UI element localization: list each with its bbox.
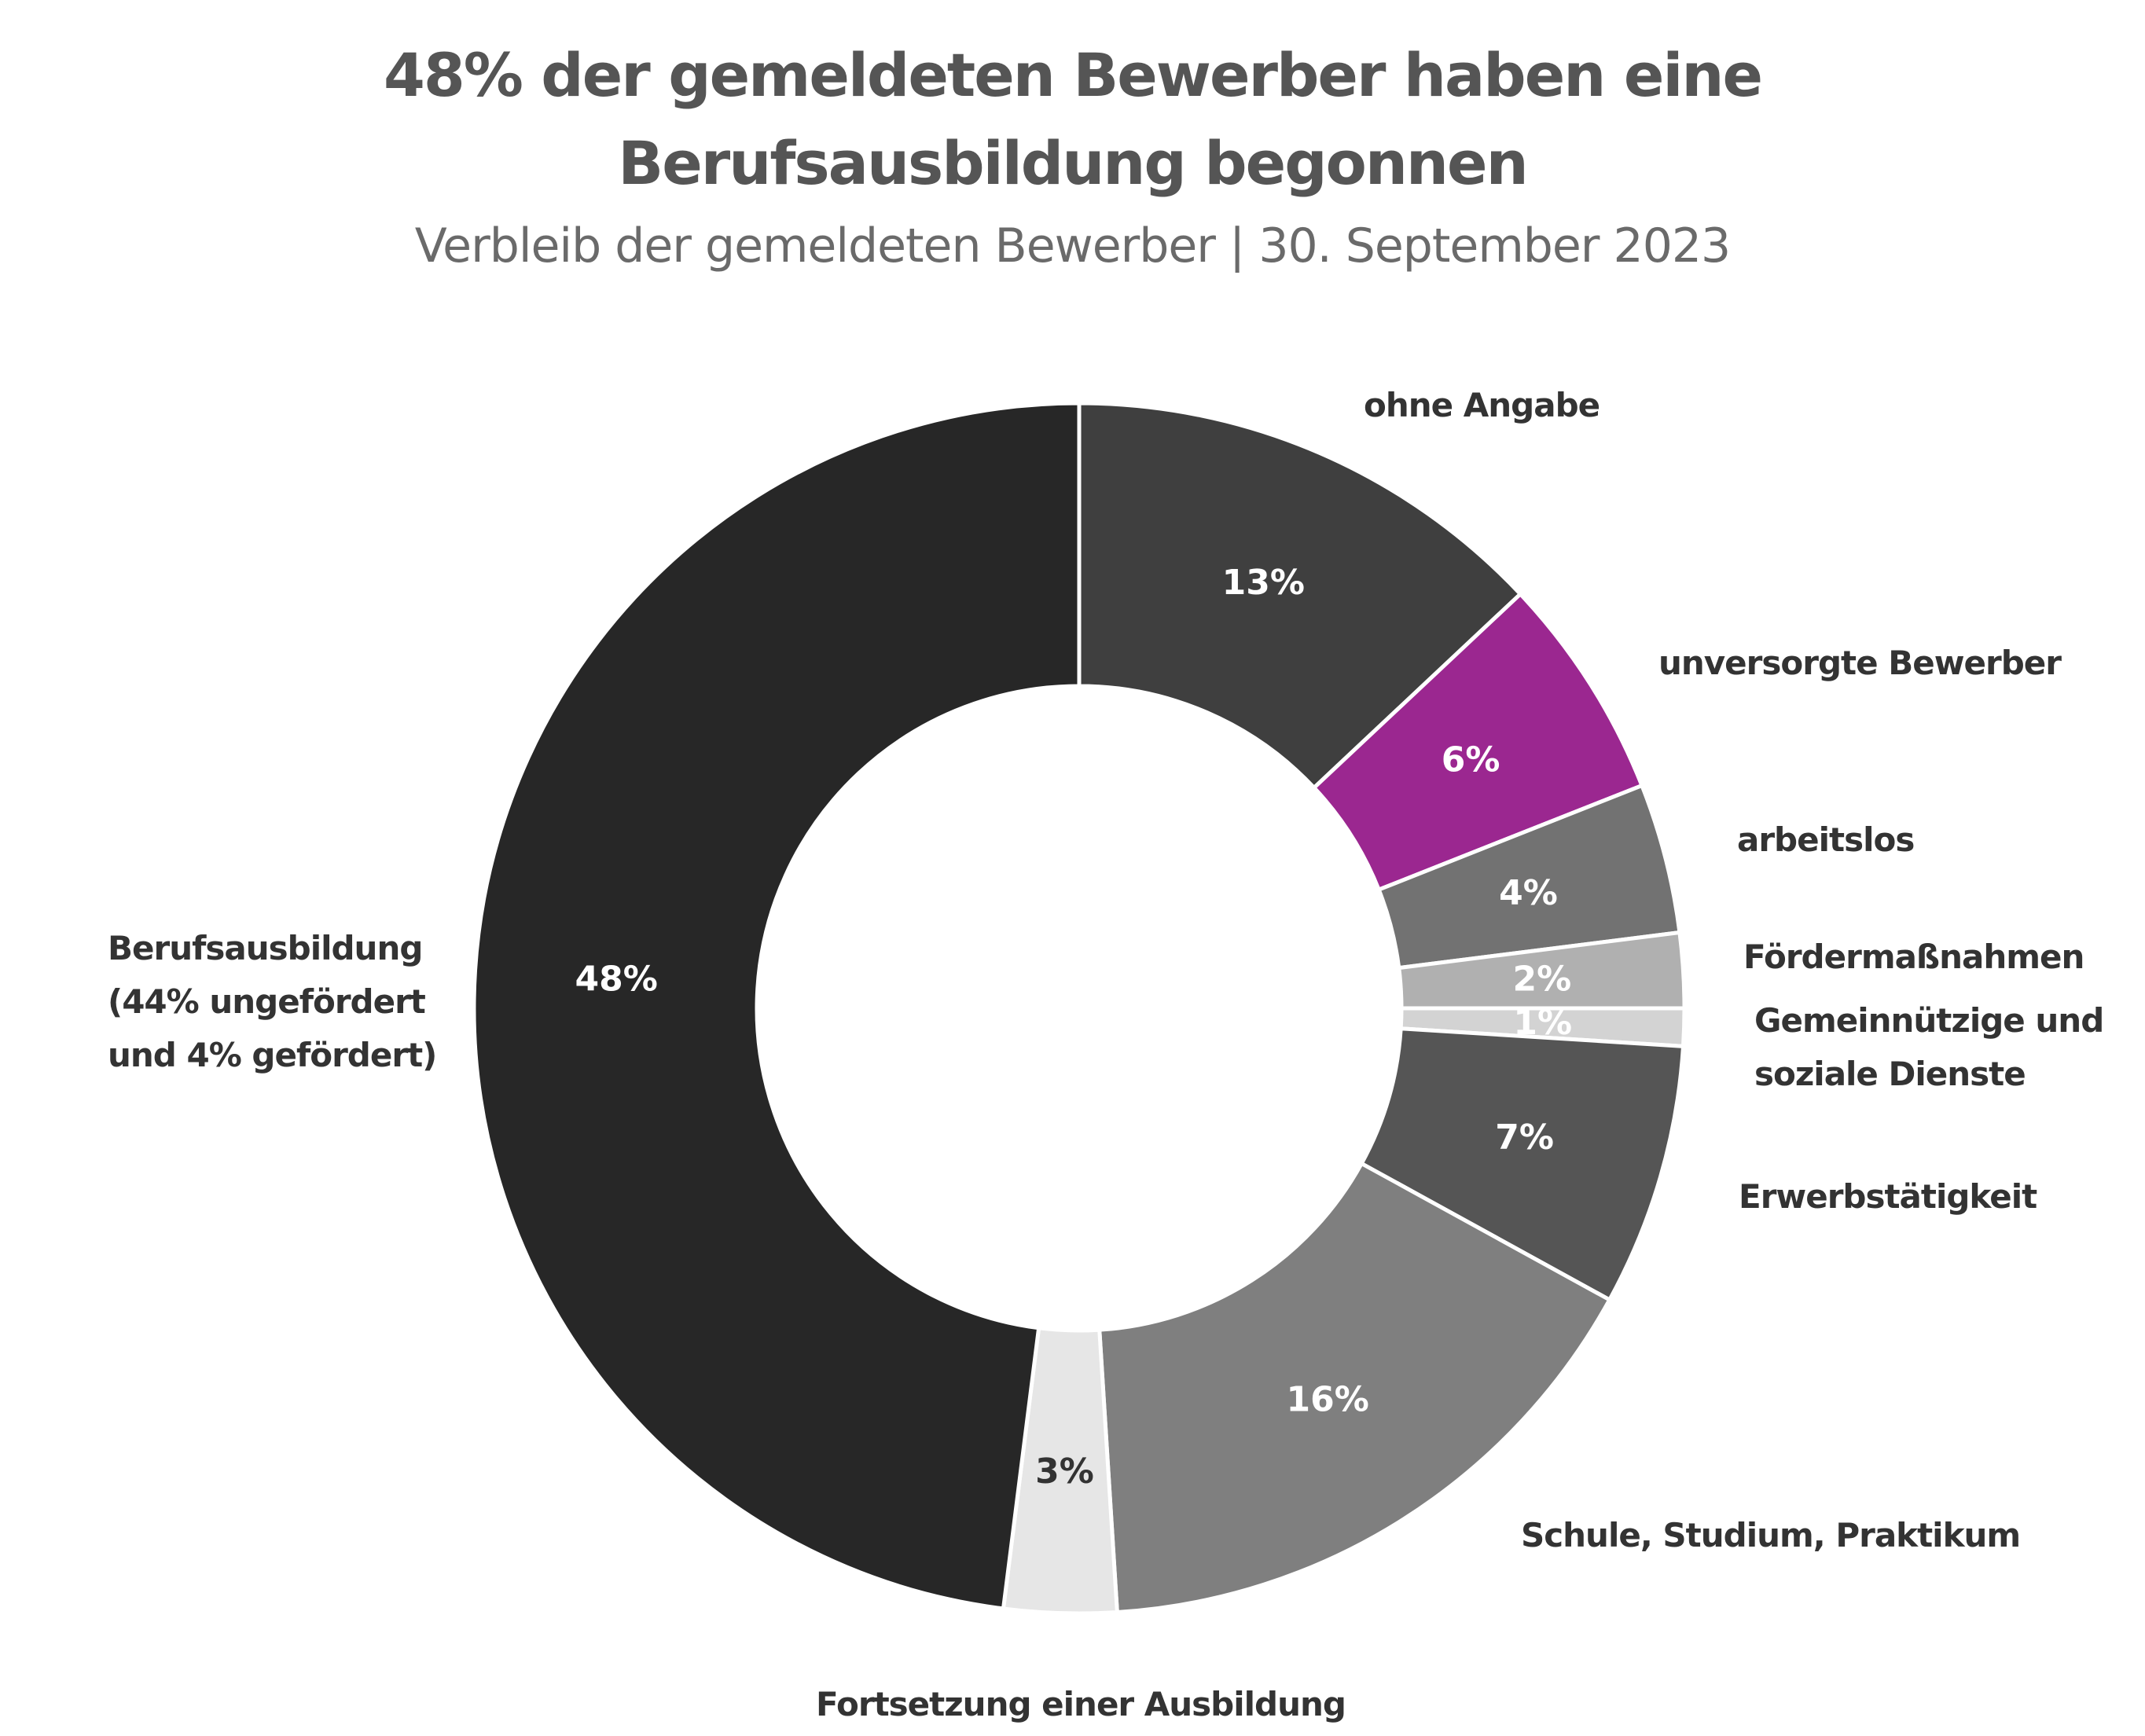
slice-value-label: 13% xyxy=(1222,563,1305,603)
slice-value-label: 3% xyxy=(1035,1452,1094,1492)
category-label: unversorgte Bewerber xyxy=(1658,644,2062,682)
category-label-line: unversorgte Bewerber xyxy=(1658,644,2062,682)
category-label-line: soziale Dienste xyxy=(1754,1055,2026,1093)
chart-title: 48% der gemeldeten Bewerber haben eine B… xyxy=(383,40,1763,198)
category-label-line: und 4% gefördert) xyxy=(108,1036,436,1074)
category-label-line: Fördermaßnahmen xyxy=(1743,938,2084,976)
slice-value-label: 48% xyxy=(575,959,658,999)
donut-slice xyxy=(472,401,1082,1611)
slice-value-label: 2% xyxy=(1512,959,1571,999)
slice-value-label: 4% xyxy=(1499,873,1558,913)
donut-slice xyxy=(1097,1162,1612,1614)
category-label-line: Schule, Studium, Praktikum xyxy=(1521,1516,2020,1554)
category-label: Gemeinnützige und soziale Dienste xyxy=(1754,1001,2103,1093)
category-label: Fördermaßnahmen xyxy=(1743,938,2084,976)
category-label: ohne Angabe xyxy=(1364,386,1600,424)
chart-subtitle: Verbleib der gemeldeten Bewerber | 30. S… xyxy=(414,218,1731,273)
category-label-line: arbeitslos xyxy=(1737,820,1914,859)
category-label-line: Berufsausbildung xyxy=(108,929,422,967)
slice-value-label: 6% xyxy=(1442,740,1500,780)
category-label: arbeitslos xyxy=(1737,820,1914,859)
category-label-line: Erwerbstätigkeit xyxy=(1739,1177,2037,1216)
donut-slice xyxy=(1077,401,1522,790)
category-label-line: (44% ungefördert xyxy=(108,982,426,1021)
category-label: Erwerbstätigkeit xyxy=(1739,1177,2037,1216)
title-block: 48% der gemeldeten Bewerber haben eine B… xyxy=(0,31,2145,273)
category-label: Berufsausbildung (44% ungefördert und 4% g… xyxy=(108,929,436,1074)
category-label: Schule, Studium, Praktikum xyxy=(1521,1516,2020,1554)
category-label: Fortsetzung einer Ausbildung xyxy=(816,1685,1346,1723)
slice-value-label: 7% xyxy=(1495,1118,1554,1158)
slice-value-label: 16% xyxy=(1286,1380,1368,1420)
category-label-line: ohne Angabe xyxy=(1364,386,1600,424)
category-label-line: Gemeinnützige und xyxy=(1754,1001,2103,1040)
category-label-line: Fortsetzung einer Ausbildung xyxy=(816,1685,1346,1723)
